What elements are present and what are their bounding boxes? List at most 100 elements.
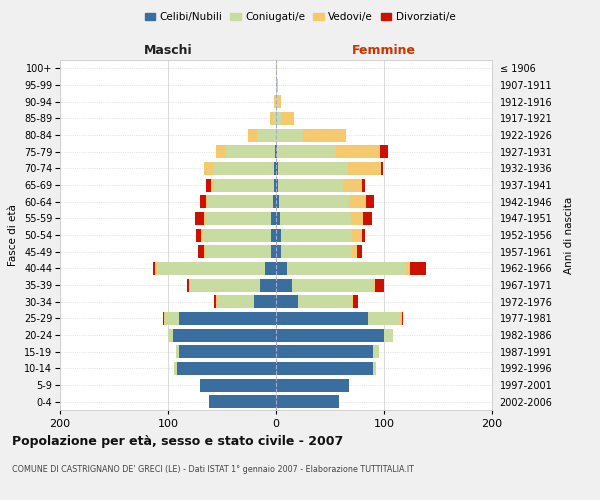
Bar (206, 212, 271, 225)
Bar (381, 162, 383, 175)
Bar (206, 195, 208, 208)
Bar (276, 295, 298, 308)
Bar (203, 228, 271, 241)
Bar (303, 128, 346, 141)
Bar (376, 278, 384, 291)
Bar (275, 95, 276, 108)
Bar (269, 112, 273, 125)
Bar (273, 112, 276, 125)
Bar (200, 378, 276, 392)
Text: Femmine: Femmine (352, 44, 416, 57)
Bar (198, 245, 203, 258)
Bar (214, 295, 215, 308)
Bar (188, 278, 190, 291)
Bar (271, 228, 276, 241)
Bar (275, 145, 276, 158)
Bar (173, 328, 276, 342)
Bar (206, 178, 211, 192)
Bar (352, 295, 353, 308)
Bar (349, 162, 381, 175)
Bar (276, 278, 292, 291)
Bar (276, 345, 373, 358)
Bar (337, 145, 380, 158)
Bar (190, 278, 260, 291)
Bar (364, 212, 372, 225)
Bar (163, 312, 164, 325)
Bar (195, 212, 203, 225)
Bar (226, 145, 275, 158)
Bar (352, 228, 362, 241)
Bar (380, 145, 388, 158)
Bar (248, 128, 257, 141)
Bar (202, 228, 203, 241)
Bar (179, 345, 276, 358)
Bar (281, 245, 352, 258)
Bar (203, 162, 214, 175)
Bar (353, 295, 358, 308)
Bar (349, 195, 365, 208)
Bar (373, 345, 379, 358)
Bar (343, 178, 362, 192)
Text: Popolazione per età, sesso e stato civile - 2007: Popolazione per età, sesso e stato civil… (12, 435, 343, 448)
Bar (350, 212, 364, 225)
Bar (274, 178, 276, 192)
Bar (276, 112, 281, 125)
Bar (208, 195, 273, 208)
Bar (203, 212, 206, 225)
Bar (276, 212, 280, 225)
Bar (276, 162, 278, 175)
Bar (277, 78, 278, 92)
Bar (276, 245, 281, 258)
Bar (215, 145, 226, 158)
Bar (176, 362, 276, 375)
Bar (276, 328, 384, 342)
Bar (265, 262, 276, 275)
Bar (280, 212, 350, 225)
Bar (276, 62, 277, 75)
Bar (179, 312, 276, 325)
Bar (271, 245, 276, 258)
Bar (276, 145, 277, 158)
Bar (273, 195, 276, 208)
Bar (278, 178, 343, 192)
Bar (217, 295, 254, 308)
Bar (287, 262, 406, 275)
Bar (276, 378, 349, 392)
Bar (164, 312, 166, 325)
Bar (276, 95, 278, 108)
Y-axis label: Fasce di età: Fasce di età (8, 204, 19, 266)
Bar (400, 312, 403, 325)
Bar (176, 345, 179, 358)
Bar (276, 178, 278, 192)
Bar (209, 395, 276, 408)
Bar (254, 295, 276, 308)
Bar (157, 262, 265, 275)
Bar (357, 245, 362, 258)
Bar (203, 245, 206, 258)
Bar (276, 228, 281, 241)
Bar (214, 162, 274, 175)
Bar (175, 362, 176, 375)
Bar (257, 128, 276, 141)
Bar (292, 278, 373, 291)
Bar (298, 295, 352, 308)
Bar (276, 395, 338, 408)
Bar (279, 195, 349, 208)
Bar (281, 112, 295, 125)
Bar (276, 195, 279, 208)
Bar (153, 262, 155, 275)
Bar (276, 78, 277, 92)
Bar (196, 228, 202, 241)
Bar (187, 278, 188, 291)
Bar (276, 312, 368, 325)
Bar (373, 278, 376, 291)
Bar (168, 328, 173, 342)
Text: COMUNE DI CASTRIGNANO DE' GRECI (LE) - Dati ISTAT 1° gennaio 2007 - Elaborazione: COMUNE DI CASTRIGNANO DE' GRECI (LE) - D… (12, 465, 414, 474)
Bar (215, 295, 217, 308)
Bar (276, 262, 287, 275)
Bar (365, 195, 374, 208)
Bar (406, 262, 410, 275)
Bar (384, 328, 392, 342)
Bar (276, 128, 303, 141)
Bar (410, 262, 426, 275)
